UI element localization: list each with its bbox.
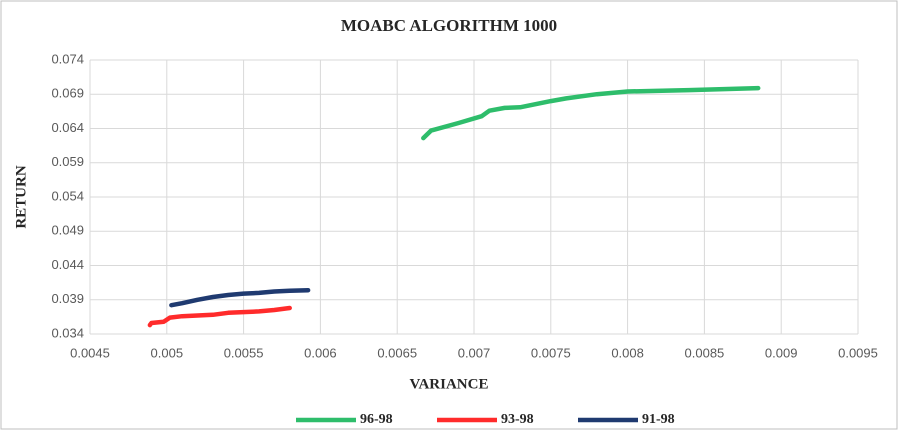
x-tick-label: 0.006 [304,345,337,360]
legend-label: 96-98 [360,412,393,427]
y-tick-label: 0.069 [51,86,84,101]
x-tick-label: 0.009 [765,345,798,360]
x-tick-label: 0.0085 [685,345,725,360]
y-tick-label: 0.059 [51,154,84,169]
y-tick-label: 0.049 [51,223,84,238]
x-tick-label: 0.0075 [531,345,571,360]
x-tick-label: 0.007 [458,345,491,360]
legend-label: 91-98 [642,412,675,427]
y-tick-label: 0.034 [51,325,84,340]
y-axis-label: RETURN [13,165,29,229]
y-tick-label: 0.054 [51,188,84,203]
x-tick-label: 0.008 [611,345,644,360]
x-tick-label: 0.0095 [838,345,878,360]
x-tick-label: 0.0065 [377,345,417,360]
chart: MOABC ALGORITHM 1000 VARIANCE RETURN 0.0… [0,0,898,430]
x-tick-label: 0.005 [151,345,184,360]
x-tick-label: 0.0055 [224,345,264,360]
x-axis-label: VARIANCE [410,376,489,392]
chart-title: MOABC ALGORITHM 1000 [341,16,557,35]
x-tick-label: 0.0045 [70,345,110,360]
y-tick-label: 0.039 [51,291,84,306]
legend-label: 93-98 [501,412,534,427]
y-tick-label: 0.044 [51,257,84,272]
chart-border [1,1,897,429]
y-tick-label: 0.074 [51,51,84,66]
y-tick-label: 0.064 [51,120,84,135]
